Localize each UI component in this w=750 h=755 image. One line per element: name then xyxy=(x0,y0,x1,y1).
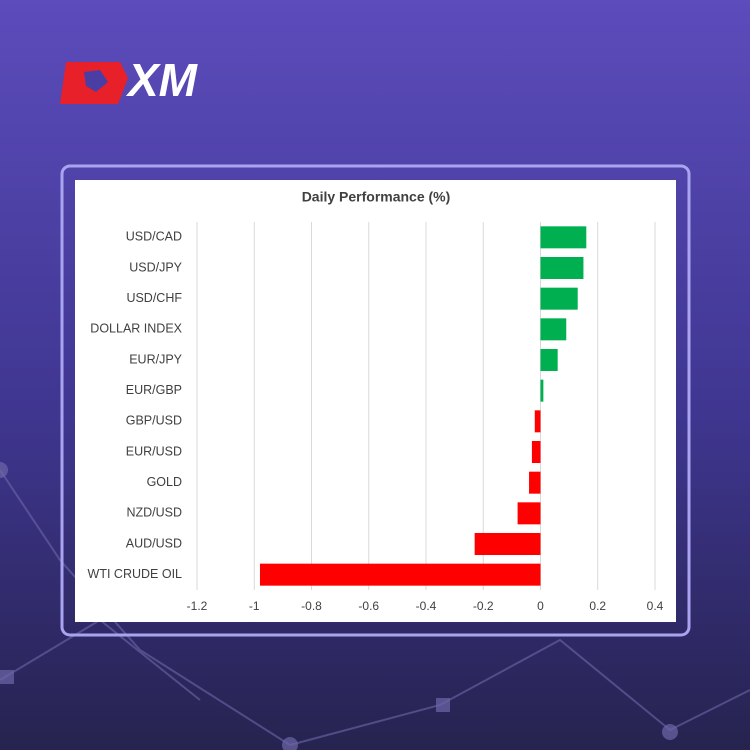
x-tick-label: 0 xyxy=(537,599,544,613)
x-tick-label: -0.4 xyxy=(416,599,437,613)
y-tick-label: EUR/GBP xyxy=(126,383,182,397)
y-tick-label: USD/CHF xyxy=(126,291,182,305)
logo-text: XM xyxy=(125,54,199,106)
bar xyxy=(540,349,558,371)
bar xyxy=(534,410,541,433)
y-tick-label: DOLLAR INDEX xyxy=(90,322,182,336)
bar xyxy=(529,471,541,494)
y-tick-label: GOLD xyxy=(147,475,182,489)
bar xyxy=(540,257,584,279)
x-tick-label: -0.2 xyxy=(473,599,494,613)
y-tick-label: EUR/JPY xyxy=(129,352,182,366)
y-tick-label: AUD/USD xyxy=(126,536,182,550)
y-tick-label: NZD/USD xyxy=(126,506,182,520)
y-tick-label: GBP/USD xyxy=(126,414,182,428)
logo: XM xyxy=(60,54,199,106)
logo-icon-detail xyxy=(84,70,108,92)
y-tick-label: USD/JPY xyxy=(129,260,182,274)
x-tick-label: -0.6 xyxy=(358,599,379,613)
plot: -1.2 -1 -0.8 -0.6 -0.4 -0.2 0 0.2 0.4 USD/CAD USD/… xyxy=(88,222,664,613)
card-border xyxy=(60,164,691,637)
bar xyxy=(531,441,541,463)
decor-dots xyxy=(0,462,678,753)
bar xyxy=(259,563,541,586)
y-tick-label: EUR/USD xyxy=(126,444,182,458)
x-tick-label: 0.4 xyxy=(647,599,664,613)
x-tick-label: -1 xyxy=(249,599,260,613)
bar xyxy=(517,502,541,525)
bar xyxy=(540,318,567,341)
y-tick-label: WTI CRUDE OIL xyxy=(88,567,182,581)
x-tick-label: -0.8 xyxy=(301,599,322,613)
chart-title: Daily Performance (%) xyxy=(302,189,451,205)
x-tick-label: 0.2 xyxy=(589,599,606,613)
chart-panel xyxy=(75,180,676,622)
bar xyxy=(540,287,578,310)
x-tick-label: -1.2 xyxy=(187,599,208,613)
bar xyxy=(540,379,544,402)
y-tick-label: USD/CAD xyxy=(126,230,182,244)
bar xyxy=(540,226,587,249)
bar xyxy=(474,533,541,555)
